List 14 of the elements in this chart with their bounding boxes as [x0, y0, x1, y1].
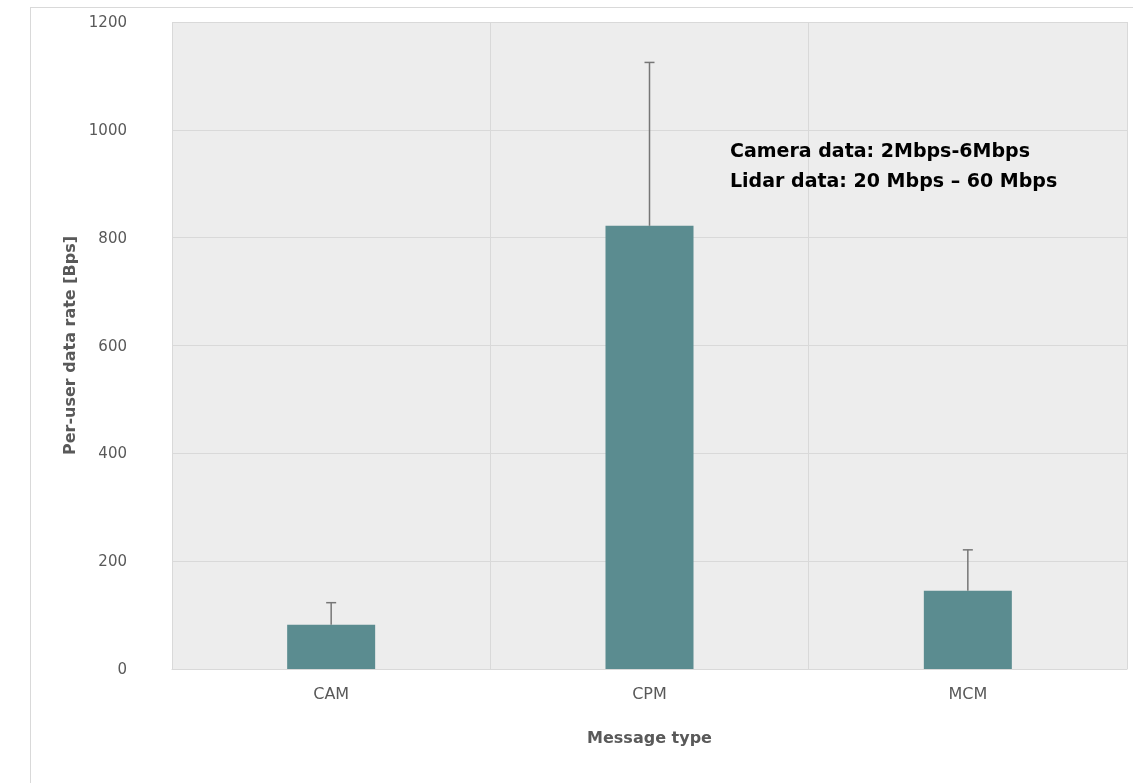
- y-tick-label: 600: [98, 336, 127, 355]
- y-tick-label: 1000: [88, 120, 127, 139]
- y-tick-label: 1200: [88, 13, 127, 31]
- x-axis-title: Message type: [587, 727, 713, 747]
- y-tick-label: 0: [117, 660, 127, 678]
- x-tick-label: CPM: [632, 683, 667, 703]
- y-tick-label: 200: [98, 552, 127, 571]
- y-axis-title: Per-user data rate [Bps]: [59, 235, 79, 456]
- y-tick-label: 800: [98, 228, 127, 247]
- y-tick-label: 400: [98, 444, 127, 463]
- annotation: Camera data: 2Mbps-6Mbps: [730, 138, 1030, 161]
- annotation: Lidar data: 20 Mbps – 60 Mbps: [730, 168, 1058, 191]
- x-tick-label: CAM: [313, 683, 350, 703]
- x-tick-label: MCM: [948, 683, 988, 703]
